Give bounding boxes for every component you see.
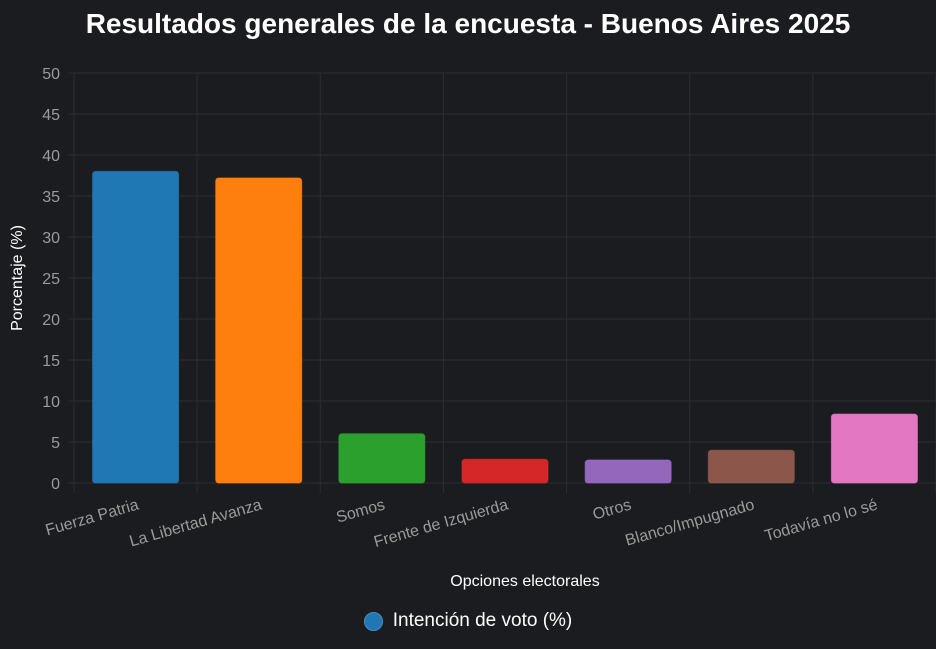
y-tick-label: 5 (51, 435, 60, 452)
grid (68, 72, 936, 493)
y-axis-title: Porcentaje (%) (9, 225, 26, 331)
y-tick-label: 40 (42, 148, 60, 165)
x-tick-label: Frente de Izquierda (372, 496, 510, 551)
legend-label[interactable]: Intención de voto (%) (392, 610, 573, 631)
x-tick-label: Somos (334, 497, 387, 527)
bars (92, 170, 918, 484)
x-tick-label: Otros (591, 497, 633, 524)
x-tick-label: Todavía no lo sé (763, 496, 880, 544)
y-tick-label: 30 (42, 230, 60, 247)
legend-swatch (363, 611, 383, 631)
y-axis-ticks: 0 5 10 15 20 25 30 35 40 45 50 (42, 66, 60, 493)
y-tick-label: 10 (42, 394, 60, 411)
bar-2[interactable] (338, 433, 426, 484)
y-tick-label: 45 (42, 107, 60, 124)
bar-3[interactable] (461, 458, 549, 484)
legend[interactable]: Intención de voto (%) (0, 610, 936, 632)
y-tick-label: 15 (42, 353, 60, 370)
y-tick-label: 20 (42, 312, 60, 329)
bar-4[interactable] (584, 459, 672, 484)
y-tick-label: 0 (51, 476, 60, 493)
bar-5[interactable] (707, 449, 795, 484)
bar-0[interactable] (92, 170, 180, 484)
x-tick-label: Blanco/Impugnado (623, 496, 756, 549)
y-tick-label: 25 (42, 271, 60, 288)
y-tick-label: 50 (42, 66, 60, 83)
bar-1[interactable] (215, 177, 303, 484)
bar-6[interactable] (830, 413, 918, 484)
y-tick-label: 35 (42, 189, 60, 206)
x-tick-label: La Libertad Avanza (128, 496, 264, 550)
x-axis-title: Opciones electorales (450, 573, 599, 590)
x-tick-label: Fuerza Patria (44, 496, 141, 539)
chart-title: Resultados generales de la encuesta - Bu… (85, 8, 851, 39)
